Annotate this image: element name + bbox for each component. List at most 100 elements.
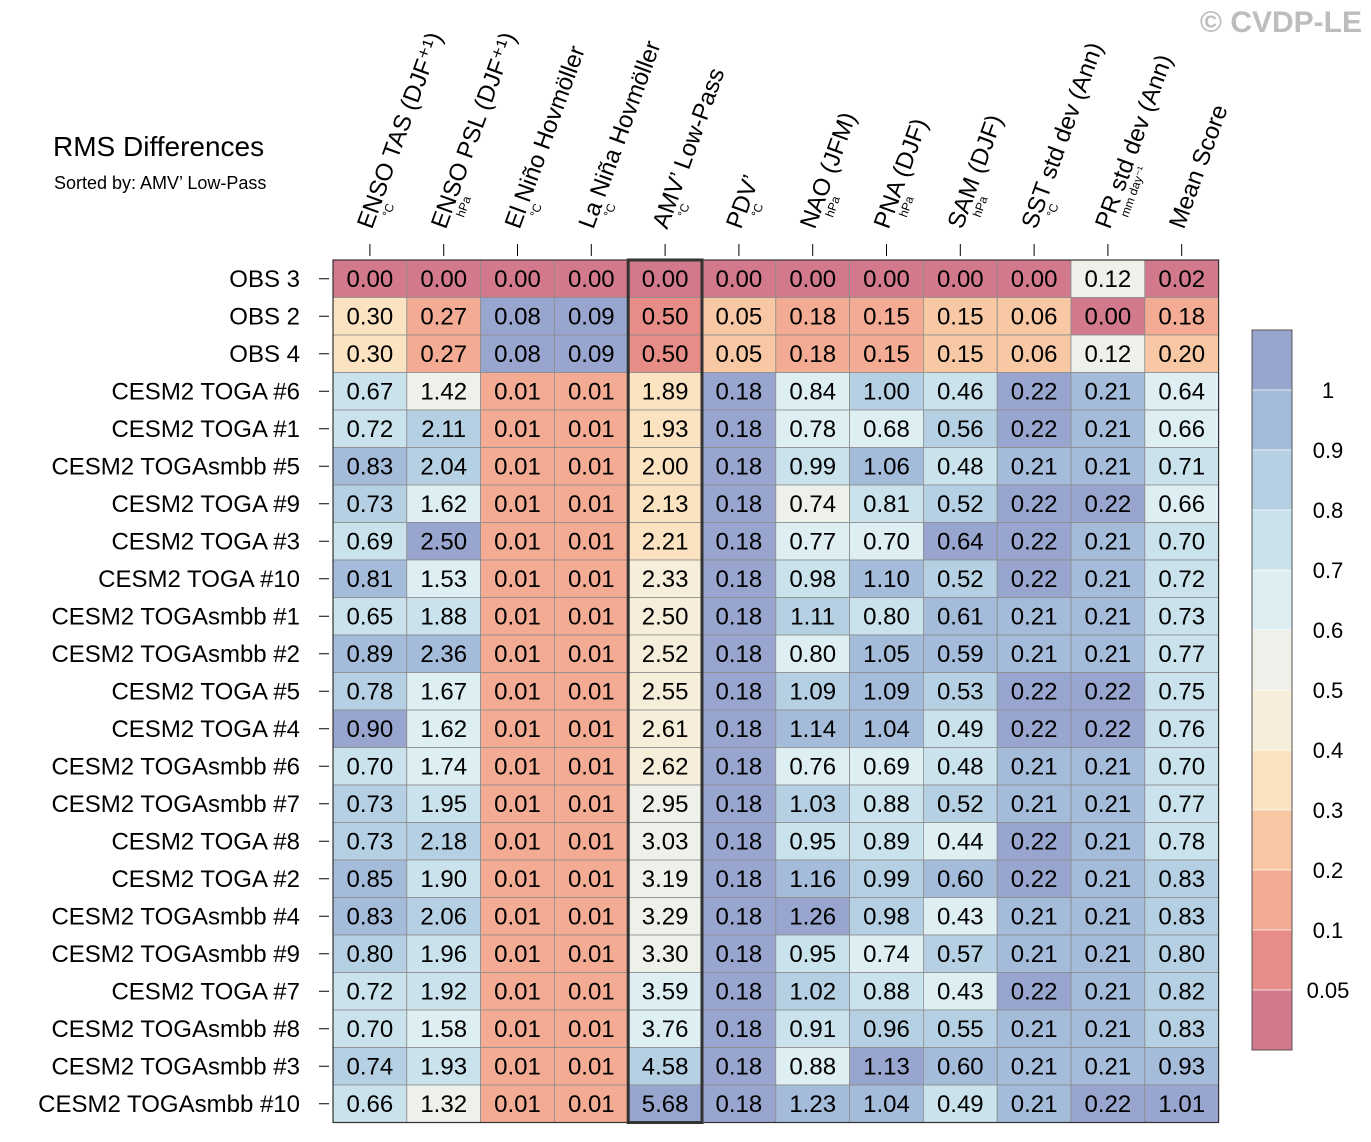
- colorbar-segment: [1251, 689, 1293, 751]
- heatmap-cell: [775, 334, 850, 373]
- heatmap-cell: [701, 597, 777, 636]
- cell-value-label: 0.78: [789, 416, 836, 443]
- cell-value-label: 0.67: [347, 378, 394, 405]
- cell-value-label: 2.18: [420, 828, 467, 855]
- heatmap-cell: [627, 897, 703, 936]
- cell-value-label: 0.18: [716, 641, 763, 668]
- cell-value-label: 1.14: [789, 716, 836, 743]
- heatmap-cell: [1070, 522, 1146, 561]
- cell-value-label: 1.32: [420, 1091, 467, 1118]
- cell-value-label: 1.11: [790, 603, 835, 630]
- chart-subtitle: Sorted by: AMV’ Low-Pass: [54, 173, 266, 193]
- heatmap-cell: [627, 747, 703, 786]
- cell-value-label: 0.21: [1085, 866, 1132, 893]
- cell-value-label: 0.02: [1158, 266, 1205, 293]
- chart-title: RMS Differences: [53, 131, 264, 162]
- cell-value-label: 0.74: [863, 941, 910, 968]
- cell-value-label: 0.21: [1085, 641, 1132, 668]
- heatmap-cell: [849, 559, 924, 598]
- column-label: La Niña Hovmöller: [574, 37, 667, 232]
- heatmap-cell: [332, 447, 408, 486]
- cell-value-label: 0.01: [568, 378, 615, 405]
- cell-value-label: 0.72: [347, 978, 394, 1005]
- cell-value-label: 0.52: [937, 566, 984, 593]
- column-label: El Niño Hovmöller: [500, 42, 591, 232]
- heatmap-cell: [480, 334, 555, 373]
- heatmap-cell: [332, 672, 408, 711]
- heatmap-cell: [849, 334, 924, 373]
- heatmap-cell: [1144, 634, 1220, 673]
- cell-value-label: 0.21: [1085, 1016, 1132, 1043]
- cell-value-label: 1.90: [420, 866, 467, 893]
- heatmap-cell: [627, 522, 703, 561]
- cell-value-label: 0.09: [568, 303, 615, 330]
- cell-value-label: 1.62: [420, 716, 467, 743]
- cell-value-label: 0.01: [568, 791, 615, 818]
- cell-value-label: 2.52: [642, 641, 689, 668]
- heatmap-cell: [1144, 1009, 1220, 1048]
- column-unit-label: °C: [527, 201, 545, 219]
- cell-value-label: 0.80: [347, 941, 394, 968]
- heatmap-cell: [775, 1084, 850, 1123]
- colorbar-segment: [1251, 509, 1293, 571]
- heatmap-cell: [332, 1047, 408, 1086]
- heatmap-cell: [332, 409, 408, 448]
- cell-value-label: 1.04: [863, 716, 910, 743]
- cell-value-label: 0.01: [568, 416, 615, 443]
- cell-value-label: 0.00: [789, 266, 836, 293]
- cell-value-label: 0.01: [494, 791, 541, 818]
- heatmap-cell: [480, 822, 555, 861]
- heatmap-cell: [332, 522, 408, 561]
- cell-value-label: 0.99: [863, 866, 910, 893]
- cell-value-label: 0.89: [863, 828, 910, 855]
- cell-value-label: 0.21: [1085, 791, 1132, 818]
- row-label: CESM2 TOGA #10: [98, 566, 300, 593]
- colorbar-segment: [1251, 389, 1293, 451]
- cell-value-label: 0.01: [494, 678, 541, 705]
- heatmap-cell: [406, 372, 481, 411]
- heatmap-cell: [775, 784, 850, 823]
- cell-value-label: 1.26: [789, 903, 836, 930]
- cell-value-label: 0.01: [494, 453, 541, 480]
- heatmap-cell: [775, 634, 850, 673]
- cell-value-label: 1.09: [789, 678, 836, 705]
- cell-value-label: 2.95: [642, 791, 689, 818]
- heatmap-cell: [701, 634, 777, 673]
- cell-value-label: 0.01: [494, 641, 541, 668]
- cell-value-label: 0.08: [494, 303, 541, 330]
- heatmap-cell: [1144, 1084, 1220, 1123]
- cell-value-label: 0.60: [937, 866, 984, 893]
- heatmap-cell: [332, 822, 408, 861]
- cell-value-label: 0.00: [937, 266, 984, 293]
- cell-value-label: 3.19: [642, 866, 689, 893]
- cell-value-label: 0.98: [863, 903, 910, 930]
- cell-value-label: 0.30: [347, 341, 394, 368]
- heatmap-cell: [554, 709, 629, 748]
- heatmap-cell: [1070, 634, 1146, 673]
- cell-value-label: 1.62: [420, 491, 467, 518]
- heatmap-cell: [701, 297, 777, 336]
- cell-value-label: 0.18: [716, 753, 763, 780]
- cell-value-label: 0.18: [716, 903, 763, 930]
- cell-value-label: 0.98: [789, 566, 836, 593]
- heatmap-cell: [332, 297, 408, 336]
- cell-value-label: 0.21: [1011, 941, 1058, 968]
- cell-value-label: 0.00: [1085, 303, 1132, 330]
- cell-value-label: 1.93: [420, 1053, 467, 1080]
- cell-value-label: 0.21: [1011, 903, 1058, 930]
- cell-value-label: 0.00: [863, 266, 910, 293]
- cell-value-label: 0.22: [1011, 528, 1058, 555]
- cell-value-label: 0.49: [937, 716, 984, 743]
- heatmap-cell: [627, 1084, 703, 1123]
- heatmap-cell: [1070, 559, 1146, 598]
- heatmap-cell: [775, 259, 850, 298]
- heatmap-grid: 0.00 0.00 0.00 0.00 0.00 0.00 0.00 0.00 0.00 0.00…: [332, 258, 1220, 1124]
- cell-value-label: 0.18: [716, 716, 763, 743]
- cell-value-label: 0.01: [568, 566, 615, 593]
- cell-value-label: 1.96: [420, 941, 467, 968]
- cell-value-label: 2.62: [642, 753, 689, 780]
- heatmap-cell: [627, 709, 703, 748]
- cell-value-label: 0.66: [1158, 416, 1205, 443]
- heatmap-cell: [849, 1084, 924, 1123]
